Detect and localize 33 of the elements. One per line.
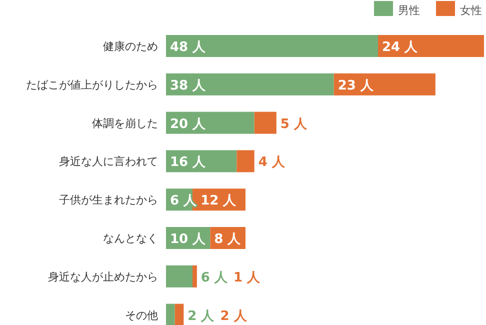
y-tick-label: 身近な人が止めたから (48, 270, 158, 284)
data-label: 2 人 (188, 308, 216, 324)
y-tick-label: なんとなく (103, 232, 158, 245)
data-label: 12 人 (200, 194, 238, 209)
data-label: 5 人 (280, 116, 308, 132)
y-tick-label: 健康のため (103, 40, 158, 53)
data-label: 1 人 (233, 270, 262, 286)
bar (166, 304, 175, 325)
data-label: 2 人 (220, 308, 248, 324)
legend-label: 男性 (398, 4, 420, 17)
data-label: 4 人 (258, 155, 286, 170)
data-label: 48 人 (170, 40, 207, 55)
bar (166, 35, 378, 57)
y-tick-label: 子供が生まれたから (59, 194, 158, 207)
bar (192, 265, 197, 288)
bar (166, 73, 334, 96)
bar (236, 150, 254, 172)
data-label: 20 人 (170, 116, 207, 132)
bar (254, 112, 276, 134)
y-tick-label: その他 (125, 308, 158, 322)
data-label: 8 人 (214, 232, 242, 247)
y-tick-label: 身近な人に言われて (59, 155, 158, 168)
data-label: 38 人 (170, 78, 207, 94)
data-label: 24 人 (382, 40, 419, 55)
y-tick-label: たばこが値上がりしたから (26, 78, 158, 92)
y-tick-label: 体調を崩した (92, 116, 158, 130)
data-label: 10 人 (170, 232, 207, 247)
data-label: 16 人 (170, 155, 207, 170)
bar (174, 304, 184, 325)
legend-label: 女性 (460, 4, 482, 17)
data-label: 23 人 (338, 78, 374, 94)
bar (166, 265, 192, 288)
data-label: 6 人 (200, 270, 228, 286)
